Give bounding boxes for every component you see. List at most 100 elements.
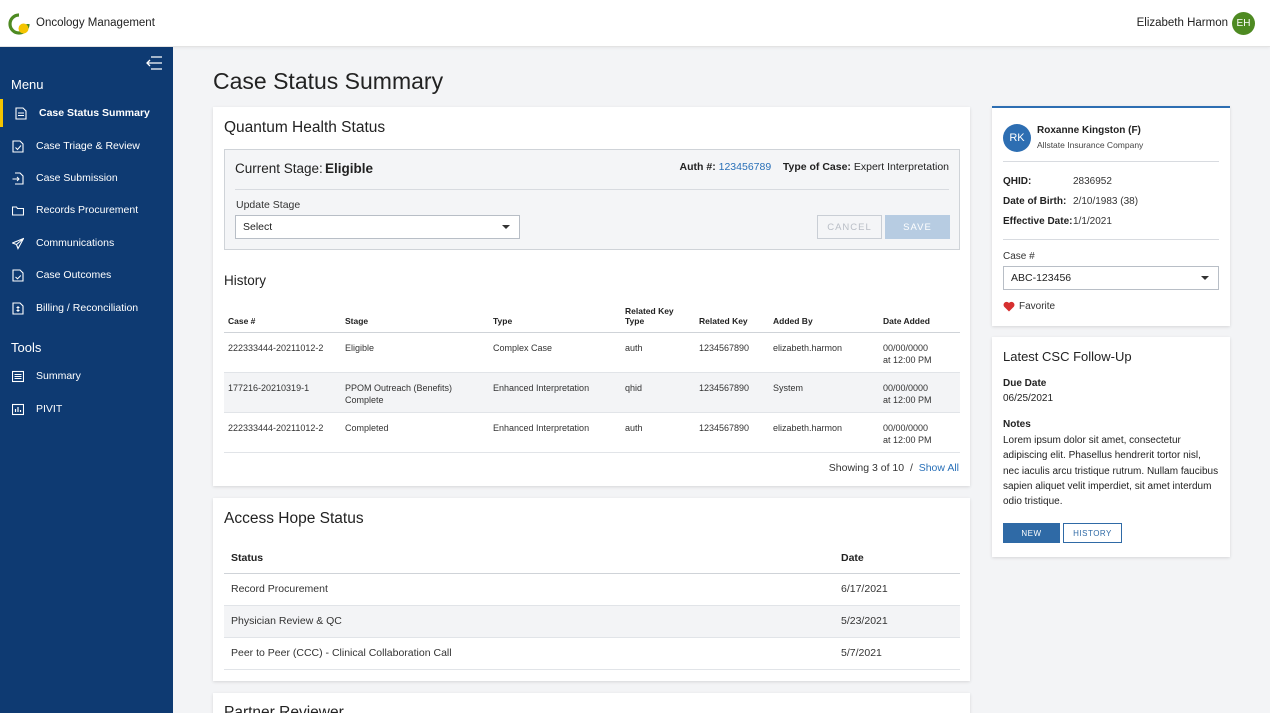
- column-header[interactable]: Status: [224, 543, 834, 574]
- sidebar-item-case-status-summary[interactable]: Case Status Summary: [0, 99, 173, 127]
- column-header[interactable]: Related Key: [695, 295, 769, 333]
- pagination-summary: Showing 3 of 10 / Show All: [829, 462, 959, 474]
- current-stage-value: Eligible: [325, 161, 374, 176]
- column-header[interactable]: Type: [489, 295, 621, 333]
- sidebar-item-label: PIVIT: [36, 403, 63, 415]
- cell-date-added: 00/00/0000 at 12:00 PM: [879, 372, 960, 413]
- cell-key: 1234567890: [695, 372, 769, 413]
- qhid-value: 2836952: [1073, 176, 1112, 187]
- access-hope-card: Access Hope Status Status Date Record Pr…: [213, 498, 970, 681]
- top-bar: Oncology Management Elizabeth Harmon EH: [0, 0, 1270, 47]
- cell-case: 222333444-20211012-2: [224, 412, 341, 453]
- document-icon: [15, 106, 27, 120]
- patient-company: Allstate Insurance Company: [1037, 140, 1144, 150]
- column-header[interactable]: Related Key Type: [621, 295, 695, 333]
- showing-text: Showing 3 of 10: [828, 462, 905, 474]
- auth-info: Auth #: 123456789 Type of Case: Expert I…: [680, 161, 949, 173]
- table-row[interactable]: 222333444-20211012-2 Completed Enhanced …: [224, 412, 960, 453]
- update-stage-select[interactable]: Select: [235, 215, 520, 239]
- column-header[interactable]: Date Added: [879, 295, 960, 333]
- sidebar-item-pivit[interactable]: PIVIT: [0, 395, 173, 423]
- sidebar-item-billing-reconciliation[interactable]: Billing / Reconciliation: [0, 294, 173, 322]
- history-table: Case # Stage Type Related Key Type Relat…: [224, 295, 960, 453]
- cell-added-by: System: [769, 372, 879, 413]
- cell-date-added: 00/00/0000 at 12:00 PM: [879, 332, 960, 373]
- save-button[interactable]: SAVE: [885, 215, 950, 239]
- cell-key: 1234567890: [695, 332, 769, 373]
- table-row[interactable]: 177216-20210319-1 PPOM Outreach (Benefit…: [224, 372, 960, 413]
- cell-status: Peer to Peer (CCC) - Clinical Collaborat…: [224, 637, 834, 670]
- effective-date-value: 1/1/2021: [1073, 216, 1112, 227]
- cell-added-by: elizabeth.harmon: [769, 412, 879, 453]
- cell-stage: Completed: [341, 412, 489, 453]
- table-row[interactable]: Physician Review & QC 5/23/2021: [224, 605, 960, 638]
- sidebar-item-case-triage-review[interactable]: Case Triage & Review: [0, 132, 173, 160]
- cell-key: 1234567890: [695, 412, 769, 453]
- cell-key-type: auth: [621, 332, 695, 373]
- chart-icon: [12, 403, 24, 415]
- cell-date-added: 00/00/0000 at 12:00 PM: [879, 412, 960, 453]
- favorite-toggle[interactable]: Favorite: [1003, 301, 1055, 312]
- time-text: at 12:00 PM: [883, 434, 932, 445]
- cell-case: 177216-20210319-1: [224, 372, 341, 413]
- sidebar-item-summary[interactable]: Summary: [0, 362, 173, 390]
- sidebar-item-label: Case Status Summary: [39, 107, 150, 119]
- table-row[interactable]: 222333444-20211012-2 Eligible Complex Ca…: [224, 332, 960, 373]
- chevron-down-icon: [502, 225, 510, 229]
- column-header[interactable]: Added By: [769, 295, 879, 333]
- case-number-selected: ABC-123456: [1011, 272, 1072, 284]
- case-type-label: Type of Case:: [782, 161, 851, 173]
- sidebar-item-label: Case Submission: [36, 172, 118, 184]
- document-icon: [12, 268, 24, 282]
- cancel-button[interactable]: CANCEL: [817, 215, 882, 239]
- app-logo-icon: [8, 13, 30, 35]
- card-title: Quantum Health Status: [224, 119, 386, 136]
- favorite-label: Favorite: [1019, 301, 1056, 312]
- new-button[interactable]: NEW: [1003, 523, 1060, 543]
- notes-label: Notes: [1003, 419, 1031, 430]
- followup-title: Latest CSC Follow-Up: [1003, 349, 1132, 364]
- sidebar-item-label: Records Procurement: [36, 204, 139, 216]
- show-all-link[interactable]: Show All: [918, 462, 959, 474]
- cell-stage: Eligible: [341, 332, 489, 373]
- dob-value: 2/10/1983 (38): [1073, 196, 1139, 207]
- cell-stage: PPOM Outreach (Benefits) Complete: [341, 372, 489, 413]
- sidebar-item-records-procurement[interactable]: Records Procurement: [0, 196, 173, 224]
- sidebar-item-communications[interactable]: Communications: [0, 229, 173, 257]
- heart-icon: [1003, 301, 1015, 312]
- table-row[interactable]: Record Procurement 6/17/2021: [224, 573, 960, 606]
- current-stage-label: Current Stage:: [235, 161, 323, 176]
- effective-date-label: Effective Date:: [1003, 216, 1073, 227]
- sidebar-item-case-outcomes[interactable]: Case Outcomes: [0, 261, 173, 289]
- time-text: at 12:00 PM: [883, 354, 932, 365]
- table-row[interactable]: Peer to Peer (CCC) - Clinical Collaborat…: [224, 637, 960, 670]
- case-number-select[interactable]: ABC-123456: [1003, 266, 1219, 290]
- update-stage-label: Update Stage: [236, 199, 301, 211]
- auth-link[interactable]: 123456789: [718, 161, 772, 173]
- collapse-menu-icon[interactable]: [146, 56, 163, 70]
- column-header[interactable]: Date: [834, 543, 960, 574]
- partner-reviewer-card: Partner Reviewer: [213, 693, 970, 713]
- sidebar-item-label: Case Triage & Review: [36, 140, 140, 152]
- app-title: Oncology Management: [36, 17, 155, 29]
- document-arrow-icon: [12, 171, 24, 185]
- patient-name: Roxanne Kingston (F): [1037, 125, 1141, 136]
- column-header[interactable]: Case #: [224, 295, 341, 333]
- send-icon: [12, 237, 24, 250]
- divider: [1003, 161, 1219, 162]
- history-button[interactable]: HISTORY: [1063, 523, 1122, 543]
- cell-date: 5/23/2021: [834, 605, 960, 638]
- sidebar-item-case-submission[interactable]: Case Submission: [0, 164, 173, 192]
- cell-type: Complex Case: [489, 332, 621, 373]
- user-avatar[interactable]: EH: [1232, 12, 1255, 35]
- cell-date: 5/7/2021: [834, 637, 960, 670]
- sidebar-item-label: Case Outcomes: [36, 269, 112, 281]
- user-name[interactable]: Elizabeth Harmon: [1136, 17, 1228, 29]
- tools-heading: Tools: [11, 340, 42, 355]
- case-type-value: Expert Interpretation: [853, 161, 949, 173]
- sidebar-item-label: Summary: [36, 370, 81, 382]
- qhid-label: QHID:: [1003, 176, 1032, 187]
- divider: [235, 189, 949, 190]
- patient-card: RK Roxanne Kingston (F) Allstate Insuran…: [992, 106, 1230, 326]
- column-header[interactable]: Stage: [341, 295, 489, 333]
